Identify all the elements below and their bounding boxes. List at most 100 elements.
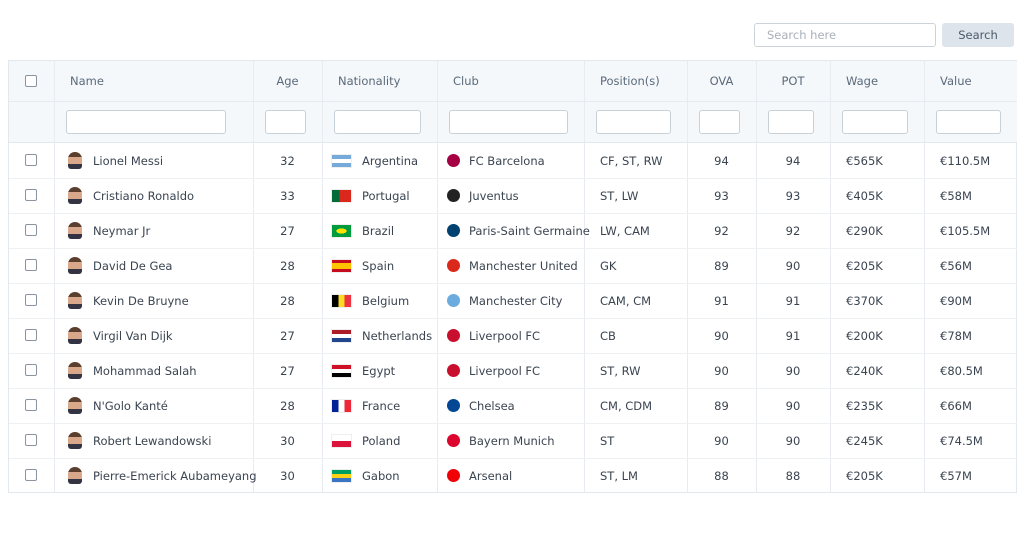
table-cell: Egypt (362, 363, 396, 378)
column-header: POT (781, 74, 805, 88)
table-cell: ST (600, 433, 615, 448)
table-cell: Bayern Munich (469, 433, 555, 448)
table-cell: €405K (846, 188, 883, 203)
search-button[interactable]: Search (942, 23, 1014, 47)
table-cell: 91 (714, 293, 729, 308)
player-avatar (68, 187, 82, 204)
filter-input[interactable] (66, 110, 226, 134)
filter-input[interactable] (936, 110, 1001, 134)
table-cell: Argentina (362, 153, 419, 168)
column-divider (253, 61, 254, 492)
column-divider (584, 61, 585, 492)
row-checkbox[interactable] (25, 224, 37, 236)
table-cell: €240K (846, 363, 883, 378)
row-checkbox[interactable] (25, 434, 37, 446)
flag-icon (331, 259, 352, 273)
row-divider (9, 178, 1017, 179)
flag-icon (331, 154, 352, 168)
table-cell: Pierre-Emerick Aubameyang (93, 468, 257, 483)
player-avatar (68, 222, 82, 239)
filter-input[interactable] (842, 110, 908, 134)
flag-icon (331, 364, 352, 378)
filter-input[interactable] (596, 110, 671, 134)
table-cell: ST, RW (600, 363, 641, 378)
table-cell: 91 (785, 328, 801, 343)
column-divider (830, 61, 831, 492)
table-cell: 88 (714, 468, 729, 483)
table-cell: CM, CDM (600, 398, 653, 413)
table-cell: ST, LM (600, 468, 638, 483)
player-avatar (68, 152, 82, 169)
player-avatar (68, 432, 82, 449)
filter-input[interactable] (449, 110, 568, 134)
player-avatar (68, 292, 82, 309)
filter-input[interactable] (699, 110, 740, 134)
column-divider (756, 61, 757, 492)
table-cell: €370K (846, 293, 883, 308)
table-cell: FC Barcelona (469, 153, 545, 168)
column-divider (322, 61, 323, 492)
table-cell: 89 (714, 258, 729, 273)
club-icon (447, 469, 460, 482)
row-checkbox[interactable] (25, 364, 37, 376)
table-cell: Netherlands (362, 328, 433, 343)
row-checkbox[interactable] (25, 399, 37, 411)
table-cell: €245K (846, 433, 883, 448)
table-cell: 28 (280, 258, 295, 273)
table-row: Virgil Van Dijk 27 Netherlands Liverpool FC… (9, 318, 1017, 353)
table-cell: €58M (940, 188, 972, 203)
flag-icon (331, 294, 352, 308)
table-cell: Arsenal (469, 468, 513, 483)
table-row: David De Gea 28 Spain Manchester United GK 89… (9, 248, 1017, 283)
table-cell: €205K (846, 468, 883, 483)
club-icon (447, 154, 460, 167)
table-cell: 90 (785, 398, 801, 413)
table-row: Lionel Messi 32 Argentina FC Barcelona CF, S… (9, 143, 1017, 178)
row-checkbox[interactable] (25, 189, 37, 201)
table-row: Kevin De Bruyne 28 Belgium Manchester City C… (9, 283, 1017, 318)
row-checkbox[interactable] (25, 154, 37, 166)
table-cell: GK (600, 258, 617, 273)
column-header: OVA (709, 74, 734, 88)
column-header: Nationality (338, 74, 401, 88)
row-checkbox[interactable] (25, 329, 37, 341)
table-cell: €235K (846, 398, 883, 413)
table-cell: Neymar Jr (93, 223, 151, 238)
table-cell: LW, CAM (600, 223, 650, 238)
table-row: Mohammad Salah 27 Egypt Liverpool FC ST, RW 9… (9, 353, 1017, 388)
column-header: Position(s) (600, 74, 660, 88)
table-cell: 33 (280, 188, 295, 203)
filter-input[interactable] (334, 110, 421, 134)
row-checkbox[interactable] (25, 469, 37, 481)
table-cell: 89 (714, 398, 729, 413)
table-cell: €200K (846, 328, 883, 343)
filter-input[interactable] (265, 110, 306, 134)
filter-input[interactable] (768, 110, 814, 134)
table-row: Robert Lewandowski 30 Poland Bayern Munich S… (9, 423, 1017, 458)
table-cell: Robert Lewandowski (93, 433, 212, 448)
row-checkbox[interactable] (25, 294, 37, 306)
row-checkbox[interactable] (25, 259, 37, 271)
table-cell: 90 (714, 328, 729, 343)
header-divider (9, 101, 1017, 102)
player-avatar (68, 257, 82, 274)
column-divider (687, 61, 688, 492)
table-row: N'Golo Kanté 28 France Chelsea CM, CDM 89 90 €2… (9, 388, 1017, 423)
table-cell: €74.5M (940, 433, 983, 448)
header-checkbox[interactable] (25, 75, 37, 87)
player-avatar (68, 362, 82, 379)
table-cell: €565K (846, 153, 883, 168)
search-input[interactable]: Search here (754, 23, 936, 47)
table-cell: €80.5M (940, 363, 983, 378)
club-icon (447, 189, 460, 202)
row-divider (9, 283, 1017, 284)
flag-icon (331, 469, 352, 483)
table-cell: 27 (280, 223, 295, 238)
search-placeholder: Search here (767, 28, 837, 42)
club-icon (447, 329, 460, 342)
table-cell: Paris-Saint Germaine (469, 223, 590, 238)
club-icon (447, 224, 460, 237)
column-divider (54, 61, 55, 492)
table-cell: 94 (785, 153, 801, 168)
table-cell: 91 (785, 293, 801, 308)
